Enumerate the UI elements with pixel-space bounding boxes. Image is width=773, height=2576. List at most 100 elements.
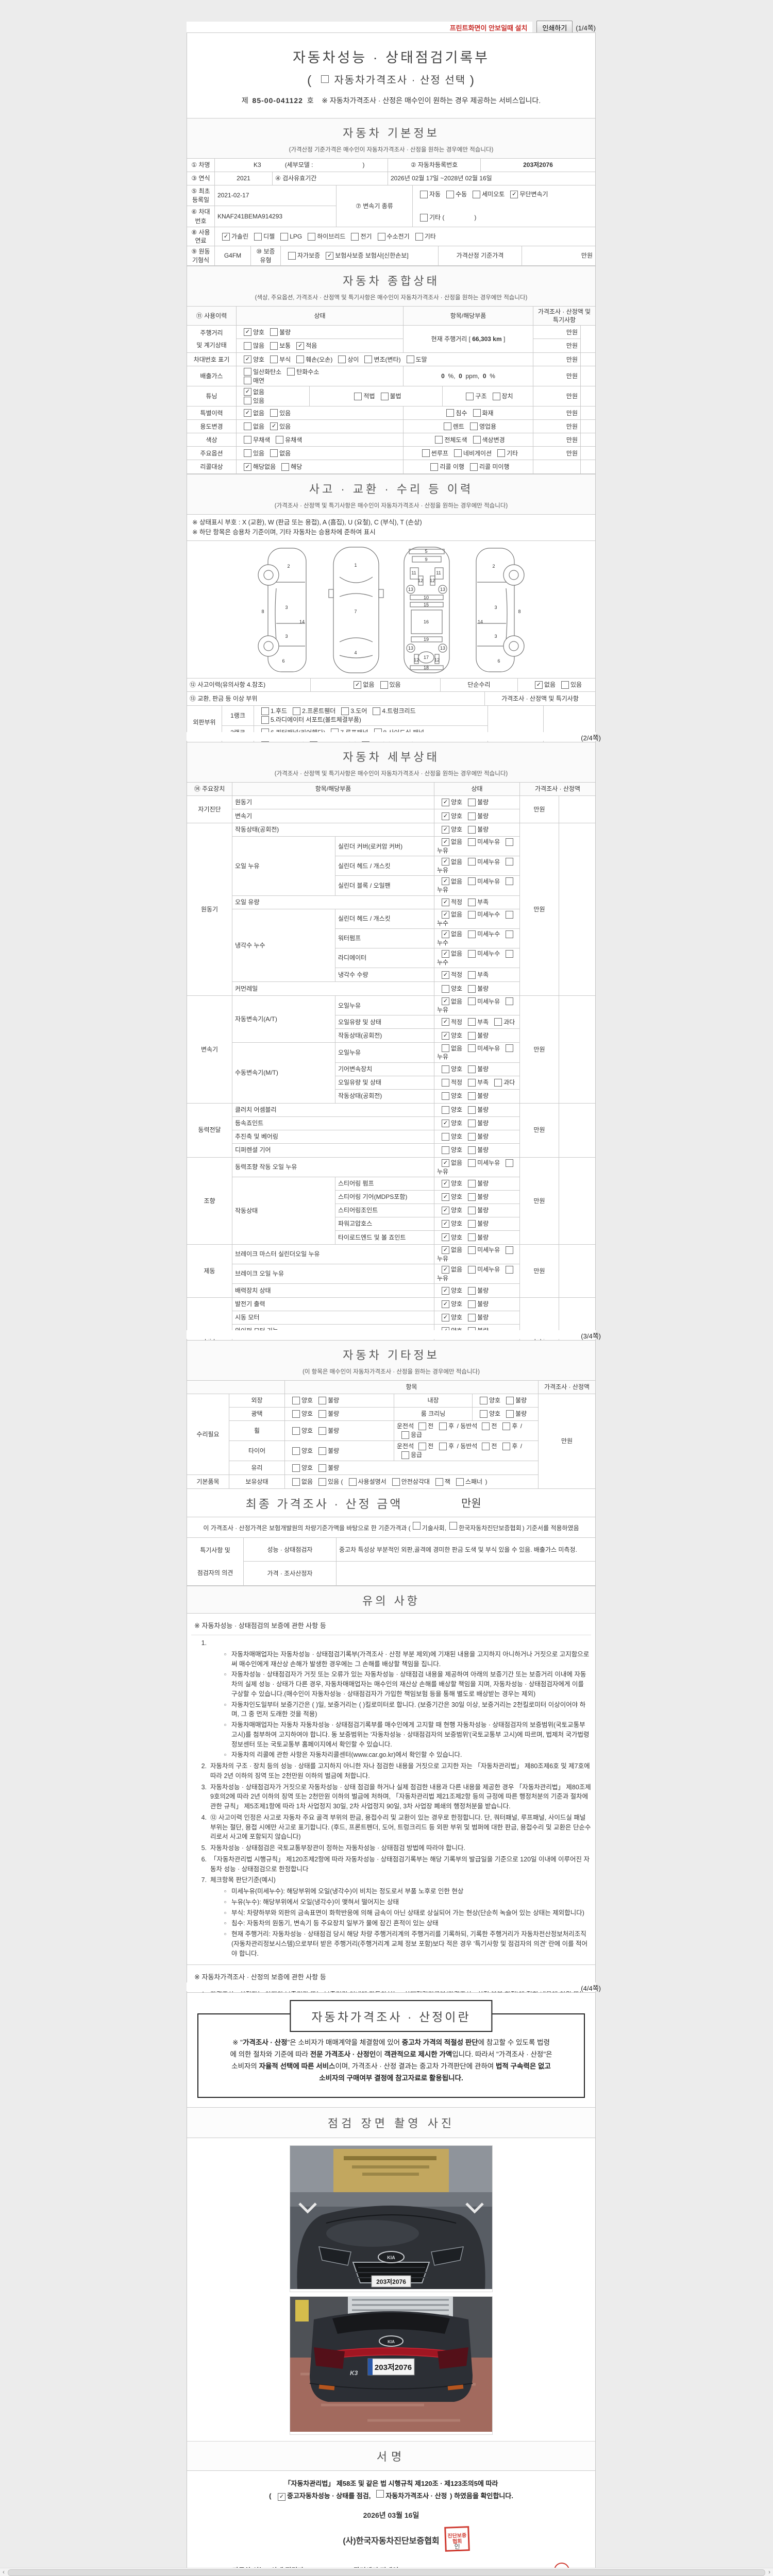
checkbox[interactable] (293, 707, 301, 715)
checkbox[interactable] (351, 232, 359, 241)
checkbox[interactable] (468, 1193, 476, 1201)
checkbox[interactable] (468, 1314, 476, 1322)
checkbox[interactable]: ✓ (442, 826, 449, 834)
scrollbar-thumb[interactable] (8, 2569, 765, 2576)
checkbox[interactable]: ✓ (270, 422, 278, 431)
checkbox[interactable] (480, 1397, 488, 1404)
checkbox[interactable]: ✓ (534, 681, 543, 689)
checkbox[interactable]: ✓ (442, 812, 449, 820)
checkbox[interactable] (506, 858, 514, 866)
checkbox[interactable]: ✓ (442, 1265, 449, 1274)
checkbox[interactable] (442, 1065, 449, 1073)
checkbox[interactable] (270, 449, 278, 457)
checkbox[interactable] (338, 355, 346, 364)
checkbox[interactable] (502, 1443, 511, 1450)
checkbox[interactable] (270, 355, 278, 364)
checkbox[interactable] (506, 910, 514, 919)
checkbox[interactable] (401, 1451, 409, 1459)
checkbox[interactable] (561, 681, 569, 689)
scroll-left-arrow-icon[interactable]: ‹ (3, 2568, 5, 2575)
price-select-checkbox[interactable] (321, 75, 329, 83)
checkbox[interactable] (468, 1106, 476, 1114)
checkbox[interactable] (468, 799, 476, 806)
checkbox[interactable] (318, 1427, 327, 1435)
checkbox[interactable] (468, 1092, 476, 1100)
checkbox[interactable] (292, 1447, 300, 1455)
checkbox[interactable] (468, 985, 476, 993)
checkbox[interactable] (364, 355, 373, 364)
checkbox[interactable] (506, 950, 514, 958)
checkbox[interactable] (270, 409, 278, 417)
checkbox[interactable] (506, 1246, 514, 1254)
checkbox[interactable] (482, 1443, 490, 1450)
checkbox[interactable] (468, 898, 476, 906)
checkbox[interactable] (418, 1422, 427, 1430)
checkbox[interactable]: ✓ (442, 1246, 449, 1254)
checkbox[interactable] (468, 1179, 476, 1188)
checkbox[interactable] (418, 1443, 427, 1450)
checkbox[interactable] (373, 707, 381, 715)
checkbox[interactable] (469, 422, 478, 431)
checkbox[interactable]: ✓ (244, 328, 251, 336)
checkbox[interactable] (439, 1422, 447, 1430)
checkbox[interactable] (506, 997, 514, 1006)
checkbox[interactable] (376, 2489, 384, 2498)
checkbox[interactable] (469, 463, 478, 471)
checkbox[interactable]: ✓ (442, 898, 449, 906)
checkbox[interactable]: ✓ (442, 1300, 449, 1309)
checkbox[interactable] (276, 436, 284, 444)
checkbox[interactable] (261, 707, 269, 715)
checkbox[interactable]: ✓ (442, 1314, 449, 1322)
checkbox[interactable] (442, 1044, 449, 1053)
checkbox[interactable] (270, 342, 278, 350)
checkbox[interactable] (296, 355, 305, 364)
checkbox[interactable] (442, 1092, 449, 1100)
checkbox[interactable] (466, 392, 474, 400)
checkbox[interactable] (270, 328, 278, 336)
checkbox[interactable] (244, 436, 251, 444)
checkbox[interactable]: ✓ (442, 858, 449, 866)
scroll-right-arrow-icon[interactable]: › (768, 2568, 770, 2575)
checkbox[interactable] (468, 826, 476, 834)
checkbox[interactable] (446, 409, 455, 417)
checkbox[interactable] (492, 392, 500, 400)
checkbox[interactable] (443, 422, 451, 431)
checkbox[interactable] (348, 1478, 357, 1486)
checkbox[interactable] (494, 1018, 502, 1026)
checkbox[interactable] (380, 681, 388, 689)
checkbox[interactable] (468, 812, 476, 820)
checkbox[interactable] (318, 1397, 327, 1404)
checkbox[interactable] (468, 1031, 476, 1040)
checkbox[interactable] (435, 1478, 443, 1486)
checkbox[interactable] (254, 232, 262, 241)
checkbox[interactable] (468, 838, 476, 846)
checkbox[interactable]: ✓ (442, 1159, 449, 1167)
checkbox[interactable]: ✓ (442, 1193, 449, 1201)
checkbox[interactable] (377, 232, 385, 241)
checkbox[interactable] (473, 191, 481, 198)
checkbox[interactable] (468, 1018, 476, 1026)
checkbox[interactable] (468, 1300, 476, 1309)
checkbox[interactable]: ✓ (326, 252, 334, 260)
checkbox[interactable] (442, 1146, 449, 1154)
checkbox[interactable]: ✓ (442, 1219, 449, 1228)
checkbox[interactable] (380, 392, 389, 400)
checkbox[interactable] (473, 436, 481, 444)
checkbox[interactable] (420, 214, 428, 222)
checkbox[interactable] (442, 985, 449, 993)
checkbox[interactable] (244, 397, 251, 405)
checkbox[interactable] (287, 368, 295, 376)
checkbox[interactable] (506, 1265, 514, 1274)
checkbox[interactable] (406, 355, 414, 364)
checkbox[interactable] (412, 1522, 421, 1530)
checkbox[interactable] (244, 377, 251, 385)
checkbox[interactable] (308, 232, 316, 241)
checkbox[interactable] (468, 1044, 476, 1053)
checkbox[interactable]: ✓ (244, 409, 251, 417)
checkbox[interactable] (468, 1265, 476, 1274)
checkbox[interactable] (506, 1044, 514, 1053)
checkbox[interactable] (456, 1478, 464, 1486)
checkbox[interactable] (292, 1397, 300, 1404)
checkbox[interactable] (502, 1422, 511, 1430)
checkbox[interactable] (446, 191, 455, 198)
